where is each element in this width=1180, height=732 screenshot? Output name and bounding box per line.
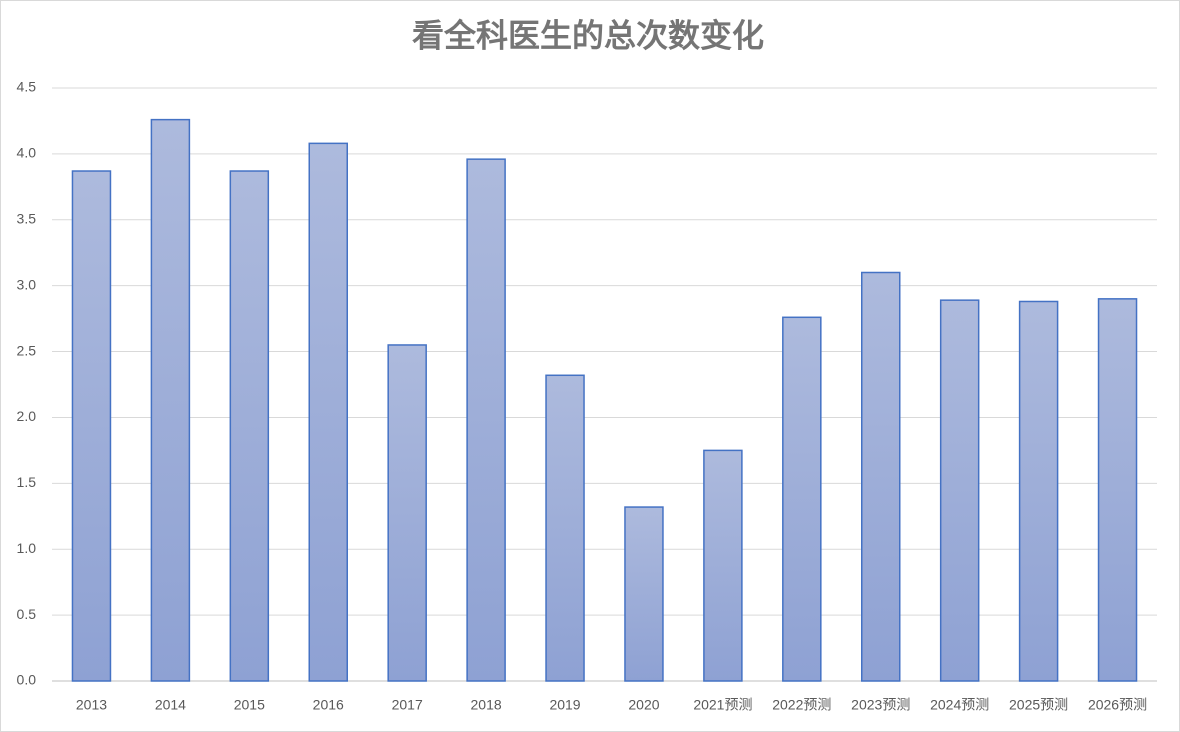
bar <box>782 316 822 682</box>
y-tick-label: 4.0 <box>17 145 37 161</box>
y-tick-label: 2.0 <box>17 408 37 424</box>
x-tick-label: 2024预测 <box>930 697 989 713</box>
bar <box>624 506 664 682</box>
bar <box>387 344 427 682</box>
x-tick-label: 2017 <box>392 697 423 713</box>
bar <box>150 118 191 682</box>
x-tick-label: 2021预测 <box>693 697 752 713</box>
x-tick-label: 2016 <box>313 697 344 713</box>
x-tick-label: 2014 <box>155 697 186 713</box>
bar <box>1097 298 1138 682</box>
bar <box>545 374 585 682</box>
y-tick-label: 2.5 <box>17 342 37 358</box>
y-tick-label: 4.5 <box>17 79 37 95</box>
bar <box>939 299 980 682</box>
bar <box>308 142 348 682</box>
y-tick-label: 3.5 <box>17 210 37 226</box>
x-tick-label: 2015 <box>234 697 265 713</box>
bar <box>229 170 270 682</box>
bar <box>703 449 743 682</box>
x-tick-label: 2018 <box>471 697 502 713</box>
x-tick-label: 2023预测 <box>851 697 910 713</box>
x-tick-label: 2026预测 <box>1088 697 1147 713</box>
chart-title: 看全科医生的总次数变化 <box>412 17 764 53</box>
bar <box>466 158 506 682</box>
bar <box>861 271 901 682</box>
y-tick-label: 1.5 <box>17 474 37 490</box>
x-tick-label: 2020 <box>628 697 659 713</box>
bar <box>1018 300 1059 682</box>
y-tick-label: 0.5 <box>17 606 37 622</box>
bar <box>71 170 112 682</box>
x-tick-label: 2013 <box>76 697 107 713</box>
y-tick-label: 1.0 <box>17 540 37 556</box>
x-tick-label: 2022预测 <box>772 697 831 713</box>
y-tick-label: 3.0 <box>17 276 37 292</box>
y-tick-label: 0.0 <box>17 672 37 688</box>
x-tick-label: 2019 <box>549 697 580 713</box>
x-tick-label: 2025预测 <box>1009 697 1068 713</box>
